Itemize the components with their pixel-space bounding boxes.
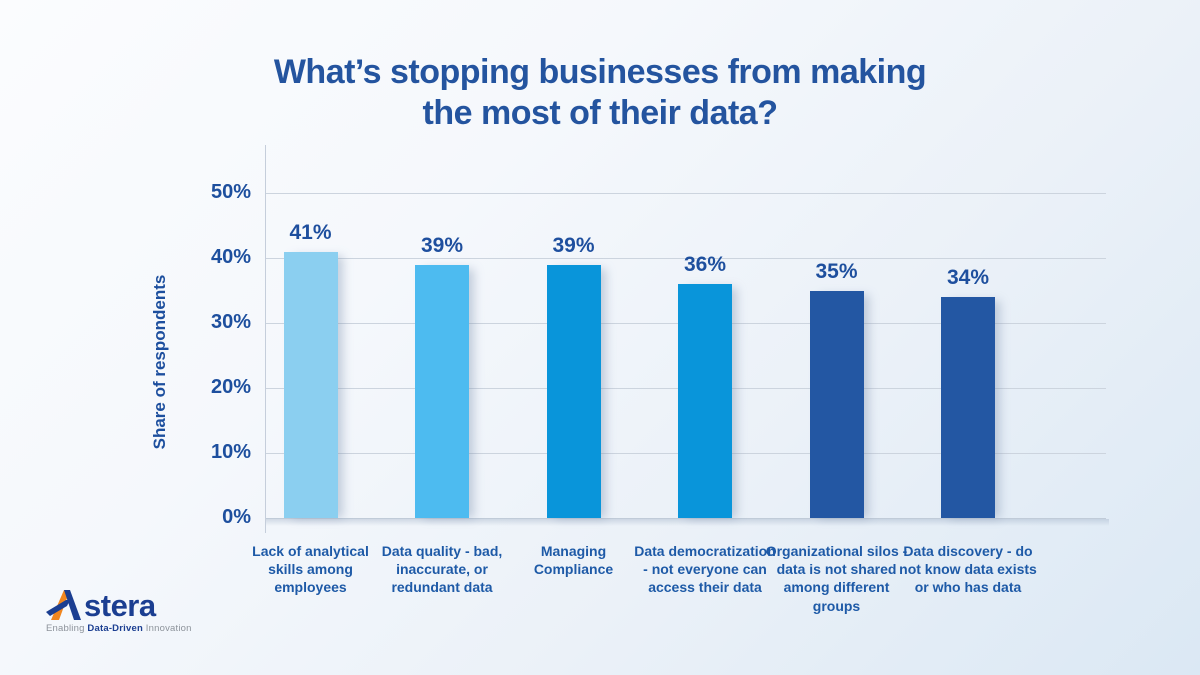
bar-value-label: 35% — [815, 259, 858, 283]
tagline-bold: Data-Driven — [87, 623, 143, 634]
baseline-shadow — [266, 519, 1109, 526]
tagline-suffix: Innovation — [142, 623, 192, 634]
astera-logo-text: stera — [84, 588, 156, 624]
y-tick-label: 20% — [210, 376, 251, 398]
astera-tagline: Enabling Data-Driven Innovation — [46, 623, 192, 634]
bar-value-label: 39% — [420, 233, 464, 257]
bar-value-label: 41% — [289, 220, 332, 244]
y-axis-title: Share of respondents — [150, 274, 169, 450]
y-tick-label: 50% — [210, 181, 251, 203]
astera-logo-a-icon — [46, 590, 81, 620]
bar — [678, 284, 732, 518]
category-label: Data discovery - do not know data exists… — [899, 543, 1037, 596]
bar — [415, 264, 469, 518]
y-tick-label: 40% — [210, 246, 251, 268]
y-axis-line — [265, 145, 266, 533]
chart-title: What’s stopping businesses from making t… — [0, 52, 1200, 135]
bar-value-label: 39% — [552, 233, 595, 257]
y-tick-label: 0% — [222, 506, 251, 528]
category-label: Organizational silos - data is not share… — [765, 543, 908, 614]
category-label: Lack of analytical skills among employee… — [252, 543, 369, 596]
gridline-0% — [266, 518, 1106, 519]
bar — [546, 264, 601, 518]
bar — [283, 251, 338, 518]
category-label: Data quality - bad, inaccurate, or redun… — [381, 543, 503, 596]
bar — [809, 290, 864, 518]
gridline-40% — [266, 258, 1106, 259]
y-tick-label: 10% — [210, 441, 251, 463]
chart-title-line-1: What’s stopping businesses from making — [273, 53, 927, 91]
chart-title-line-2: the most of their data? — [422, 94, 778, 133]
tagline-prefix: Enabling — [46, 623, 88, 634]
bar-value-label: 34% — [946, 266, 990, 289]
bar-value-label: 36% — [683, 253, 727, 276]
gridline-50% — [266, 193, 1106, 194]
bar — [941, 297, 995, 518]
category-label: Data democratization - not everyone can … — [634, 543, 776, 596]
astera-logo: stera Enabling Data-Driven Innovation — [46, 590, 192, 634]
y-tick-label: 30% — [210, 311, 251, 333]
category-label: Managing Compliance — [533, 543, 614, 578]
